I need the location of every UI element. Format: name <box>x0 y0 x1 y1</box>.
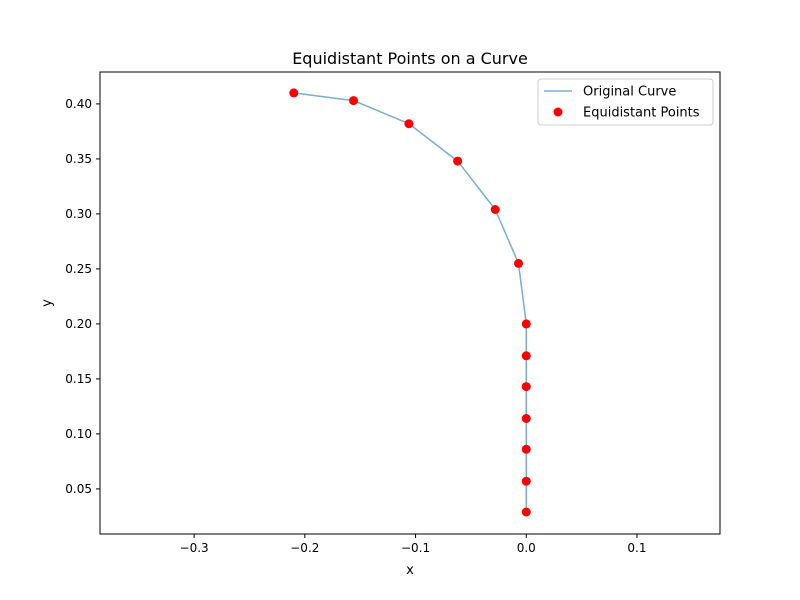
x-tick-label: −0.2 <box>290 541 319 555</box>
scatter-point <box>490 205 500 214</box>
scatter-point <box>521 414 531 423</box>
x-axis-label: x <box>406 563 414 578</box>
y-tick-label: 0.20 <box>65 317 92 331</box>
legend-box <box>537 78 714 126</box>
legend-entry-label: Equidistant Points <box>583 106 700 121</box>
scatter-point <box>289 88 299 98</box>
scatter-point <box>514 258 523 268</box>
y-tick-label: 0.40 <box>65 97 92 111</box>
y-tick-label: 0.15 <box>65 372 92 386</box>
scatter-point <box>349 96 359 106</box>
y-axis-label: y <box>40 299 55 307</box>
legend-entry-label: Original Curve <box>583 85 676 100</box>
x-tick-label: −0.3 <box>180 541 209 555</box>
plot-area <box>289 88 531 517</box>
x-tick-label: 0.1 <box>627 541 646 555</box>
chart-title: Equidistant Points on a Curve <box>292 49 528 68</box>
legend: Original Curve Equidistant Points <box>537 78 714 126</box>
scatter-point <box>521 382 531 392</box>
y-tick-label: 0.30 <box>65 207 92 221</box>
x-tick-label: −0.1 <box>401 541 430 555</box>
y-tick-label: 0.25 <box>65 262 92 276</box>
scatter-point <box>521 444 531 454</box>
x-tick-label: 0.0 <box>517 541 536 555</box>
axes: −0.3 −0.2 −0.1 0.0 0.1 0.05 0.10 0.15 0.20 0.25 0.… <box>65 71 721 555</box>
scatter-point <box>521 319 531 329</box>
scatter-point <box>453 156 463 166</box>
scatter-point <box>404 119 414 129</box>
scatter-point <box>521 351 531 361</box>
y-tick-label: 0.35 <box>65 152 92 166</box>
y-tick-label: 0.10 <box>65 427 92 441</box>
scatter-point <box>521 476 531 486</box>
axes-frame <box>99 71 721 535</box>
legend-marker-swatch <box>553 107 563 117</box>
scatter-point <box>521 507 531 517</box>
y-tick-label: 0.05 <box>65 482 92 496</box>
